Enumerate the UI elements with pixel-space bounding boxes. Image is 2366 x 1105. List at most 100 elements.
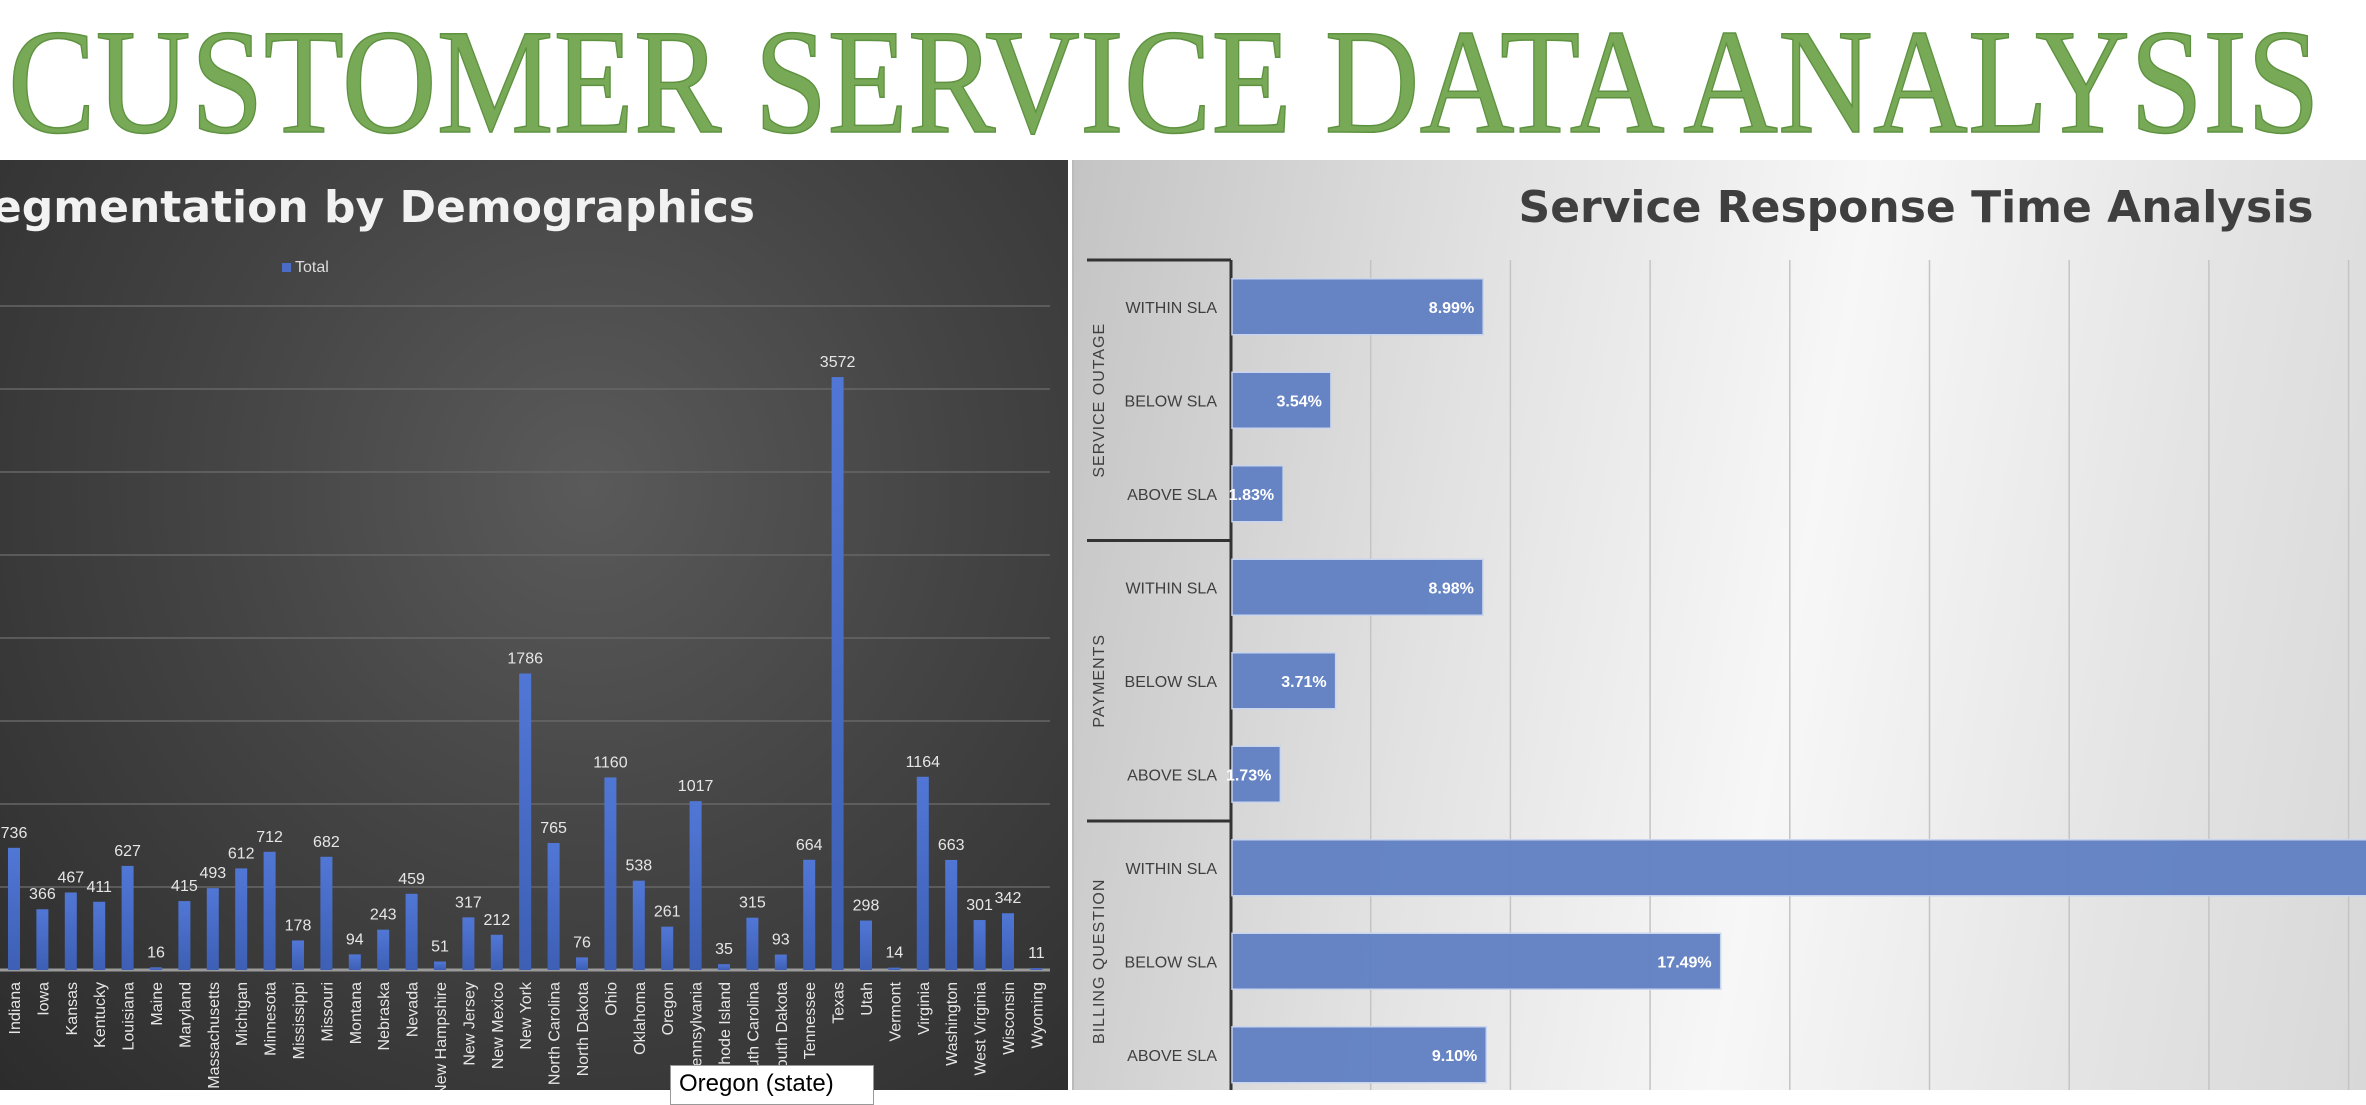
response-time-chart-panel[interactable]: Service Response Time Analysis SERVICE OU… — [1072, 160, 2366, 1090]
x-tick-label: Vermont — [887, 981, 904, 1041]
data-label: 14 — [886, 945, 904, 962]
data-label: 493 — [199, 865, 226, 882]
data-label: 317 — [455, 894, 482, 911]
x-tick-label: Indiana — [7, 982, 24, 1035]
group-label: PAYMENTS — [1091, 634, 1108, 728]
bar-montana — [348, 954, 361, 970]
x-tick-label: New Mexico — [490, 982, 507, 1069]
x-tick-label: New Hampshire — [433, 982, 450, 1090]
data-label: 1.73% — [1226, 767, 1271, 784]
bar-ohio — [604, 777, 617, 970]
x-tick-label: Kansas — [64, 982, 81, 1035]
x-tick-label: Wisconsin — [1001, 982, 1018, 1055]
bar-iowa — [36, 909, 49, 970]
x-tick-label: Nevada — [405, 982, 422, 1037]
data-label: 3.54% — [1277, 393, 1322, 410]
data-label: 682 — [313, 834, 340, 851]
data-label: 94 — [346, 931, 364, 948]
data-label: 16 — [147, 944, 165, 961]
bar-indiana — [8, 847, 20, 970]
data-label: 212 — [483, 912, 510, 929]
category-label: ABOVE SLA — [1127, 767, 1217, 784]
bar-tennessee — [803, 859, 816, 970]
bar-pennsylvania — [689, 801, 702, 970]
bar-missouri — [320, 856, 333, 970]
bar-rhode-island — [718, 964, 730, 970]
bar-kentucky — [93, 901, 106, 970]
x-tick-label: Maine — [149, 982, 166, 1026]
x-tick-label: Texas — [831, 982, 848, 1024]
bar-south-dakota — [774, 954, 787, 970]
x-tick-label: Mississippi — [291, 982, 308, 1059]
x-tick-label: South Dakota — [774, 982, 791, 1079]
x-tick-label: Montana — [348, 982, 365, 1044]
x-tick-label: South Carolina — [745, 982, 762, 1088]
data-label: 459 — [398, 871, 425, 888]
bar-south-carolina — [746, 917, 759, 970]
data-label: 366 — [29, 886, 56, 903]
response-time-chart: Service Response Time Analysis SERVICE OU… — [1087, 182, 2366, 1090]
bar-washington — [945, 859, 958, 970]
bar-nebraska — [377, 929, 390, 970]
page-title-svg: CUSTOMER SERVICE DATA ANALYSIS — [7, 0, 2321, 160]
x-tick-label: Iowa — [35, 982, 52, 1016]
bar-service-outage-within-sla — [1231, 278, 1484, 336]
x-tick-label: New Jersey — [461, 982, 478, 1066]
bar-west-virginia — [973, 920, 986, 970]
category-label: BELOW SLA — [1125, 674, 1218, 691]
x-tick-label: West Virginia — [973, 982, 990, 1076]
bar-texas — [831, 377, 844, 971]
data-label: 538 — [625, 858, 652, 875]
x-tick-label: Tennessee — [802, 982, 819, 1059]
x-tick-label: Louisiana — [121, 982, 138, 1051]
x-tick-label: Missouri — [319, 982, 336, 1042]
bar-louisiana — [121, 865, 134, 970]
data-label: 411 — [86, 879, 112, 896]
category-label: BELOW SLA — [1125, 954, 1218, 971]
bar-service-outage-above-sla — [1231, 465, 1284, 523]
data-label: 736 — [1, 825, 28, 842]
bar-north-dakota — [576, 957, 588, 970]
bar-massachusetts — [206, 888, 219, 970]
bar-wisconsin — [1002, 913, 1014, 970]
bar-billing-question-above-sla — [1231, 1026, 1488, 1084]
data-label: 3572 — [820, 354, 856, 371]
x-tick-label: Michigan — [234, 982, 251, 1046]
x-tick-label: Kentucky — [92, 982, 109, 1048]
data-label: 8.98% — [1429, 580, 1474, 597]
data-label: 1.83% — [1229, 487, 1274, 504]
data-label: 467 — [57, 869, 84, 886]
legend-swatch — [282, 263, 291, 272]
group-label: SERVICE OUTAGE — [1091, 323, 1108, 478]
x-tick-label: New York — [518, 981, 535, 1050]
bar-nevada — [405, 893, 418, 970]
x-tick-label: Pennsylvania — [689, 982, 706, 1077]
data-label: 627 — [114, 843, 141, 860]
data-label: 298 — [853, 898, 880, 915]
chart-title: Service Response Time Analysis — [1519, 182, 2314, 233]
x-tick-label: Utah — [859, 982, 876, 1016]
bar-billing-question-within-sla — [1231, 839, 2366, 897]
bar-wyoming — [1030, 968, 1043, 970]
legend-label: Total — [295, 259, 329, 276]
data-label: 35 — [715, 941, 733, 958]
bar-north-carolina — [547, 843, 560, 970]
data-label: 1786 — [507, 651, 543, 668]
data-label: 1164 — [906, 754, 941, 771]
category-label: ABOVE SLA — [1127, 1048, 1217, 1065]
x-tick-label: Virginia — [916, 982, 933, 1035]
data-label: 664 — [796, 837, 823, 854]
x-tick-label: Oklahoma — [632, 982, 649, 1055]
x-tick-label: Nebraska — [376, 982, 393, 1051]
data-label: 51 — [431, 939, 449, 956]
x-tick-label: Ohio — [603, 982, 620, 1016]
data-label: 9.10% — [1432, 1048, 1477, 1065]
category-label: ABOVE SLA — [1127, 487, 1217, 504]
bar-billing-question-below-sla — [1231, 932, 1722, 990]
bar-oklahoma — [632, 880, 645, 970]
bar-new-mexico — [490, 934, 503, 970]
x-tick-label: Wyoming — [1029, 982, 1046, 1049]
